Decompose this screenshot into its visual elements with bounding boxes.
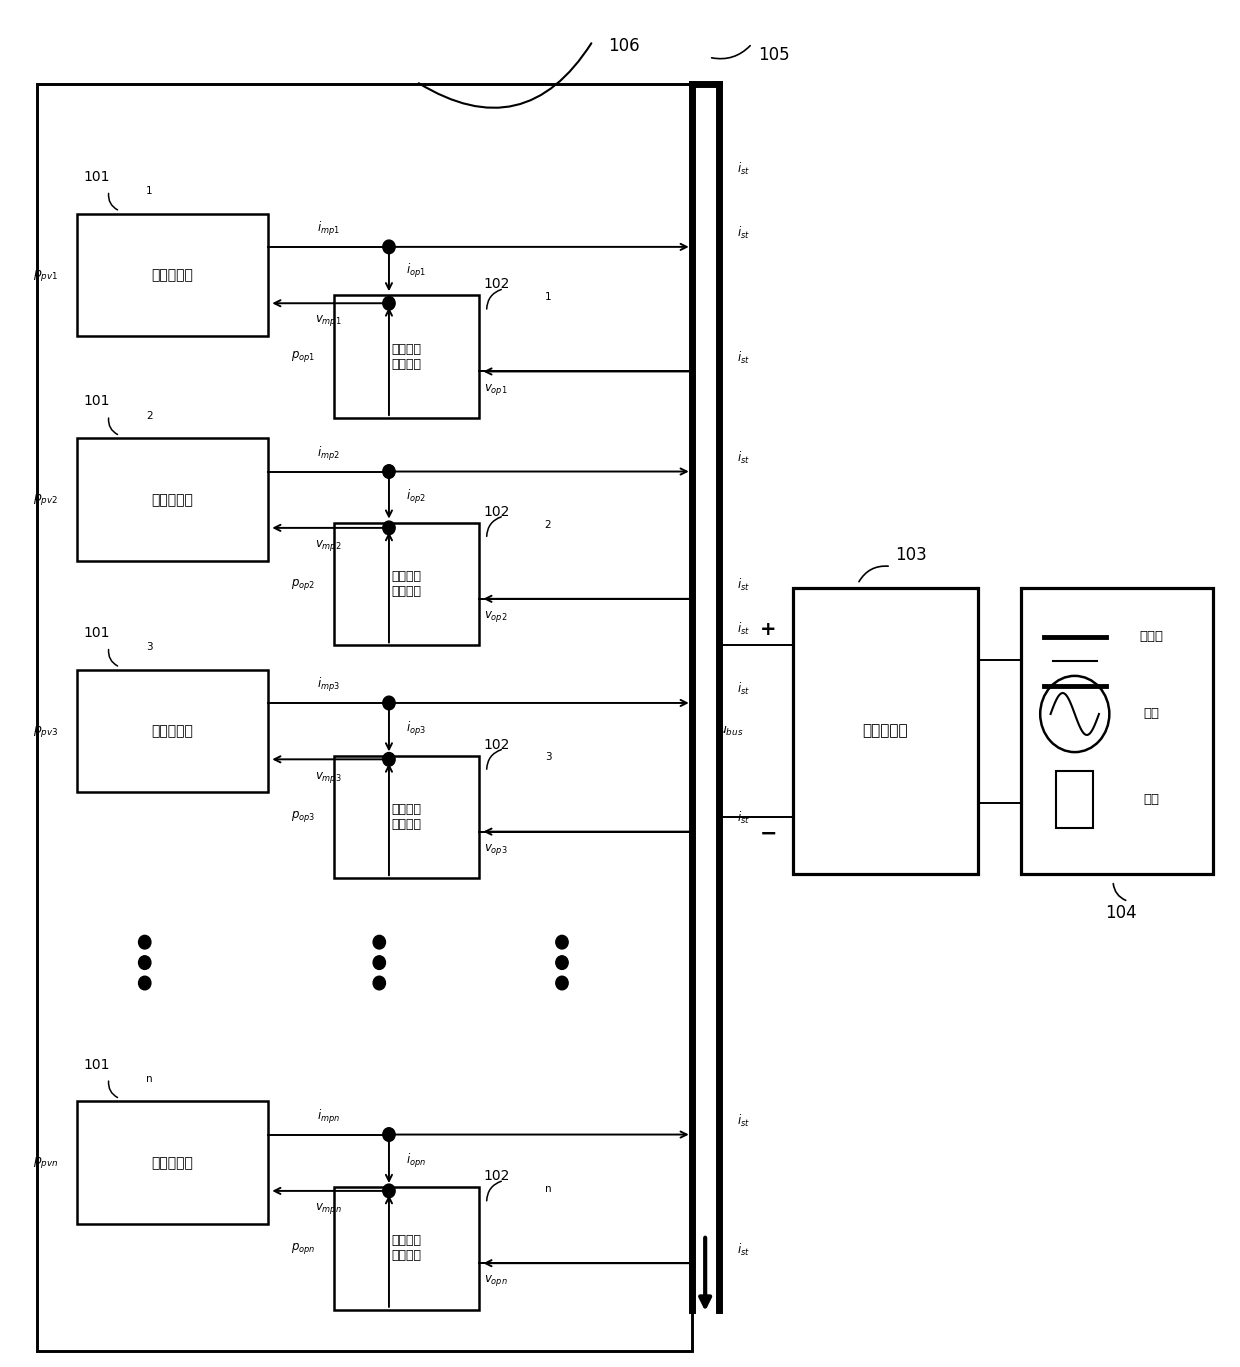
FancyBboxPatch shape (77, 439, 268, 560)
Circle shape (373, 956, 386, 969)
Text: $i_{st}$: $i_{st}$ (738, 577, 750, 593)
Text: 101: 101 (83, 1058, 109, 1072)
Text: 105: 105 (758, 46, 790, 64)
Text: 光伏电池板: 光伏电池板 (151, 492, 193, 507)
Text: $v_{mp2}$: $v_{mp2}$ (315, 539, 342, 554)
Text: 101: 101 (83, 395, 109, 409)
FancyBboxPatch shape (1022, 588, 1213, 874)
FancyBboxPatch shape (334, 756, 480, 878)
FancyBboxPatch shape (334, 295, 480, 418)
Circle shape (556, 956, 568, 969)
Text: $p_{pv3}$: $p_{pv3}$ (32, 723, 58, 738)
Text: $p_{pvn}$: $p_{pvn}$ (32, 1155, 58, 1170)
Text: $i_{st}$: $i_{st}$ (738, 681, 750, 697)
Circle shape (556, 976, 568, 990)
Text: $p_{pv2}$: $p_{pv2}$ (33, 492, 58, 507)
Text: $i_{mp1}$: $i_{mp1}$ (317, 220, 340, 238)
Text: 3: 3 (544, 752, 552, 763)
Circle shape (383, 241, 396, 254)
Circle shape (383, 465, 396, 478)
Text: 串联式光
伏优化器: 串联式光 伏优化器 (392, 802, 422, 831)
FancyBboxPatch shape (77, 670, 268, 793)
Text: $p_{op1}$: $p_{op1}$ (291, 349, 315, 364)
Text: $p_{pv1}$: $p_{pv1}$ (33, 268, 58, 283)
Text: $i_{st}$: $i_{st}$ (738, 811, 750, 826)
Text: n: n (544, 1184, 552, 1193)
Text: $i_{mp2}$: $i_{mp2}$ (317, 444, 340, 463)
Text: 蓄电池: 蓄电池 (1140, 630, 1163, 644)
Text: 光伏电池板: 光伏电池板 (151, 1155, 193, 1170)
Text: $i_{st}$: $i_{st}$ (738, 1241, 750, 1258)
Text: $v_{mp3}$: $v_{mp3}$ (315, 770, 342, 785)
Text: $i_{mp3}$: $i_{mp3}$ (317, 677, 340, 694)
Text: +: + (760, 619, 776, 638)
Text: $i_{st}$: $i_{st}$ (738, 226, 750, 242)
Text: $i_{op3}$: $i_{op3}$ (407, 720, 427, 738)
Text: $i_{opn}$: $i_{opn}$ (407, 1152, 427, 1170)
Circle shape (373, 935, 386, 949)
Circle shape (383, 1128, 396, 1141)
Text: 102: 102 (482, 504, 510, 518)
Text: 串联式光
伏优化器: 串联式光 伏优化器 (392, 1234, 422, 1263)
Circle shape (383, 696, 396, 709)
Text: $i_{op2}$: $i_{op2}$ (407, 488, 427, 506)
Text: 3: 3 (146, 642, 153, 652)
Text: $p_{opn}$: $p_{opn}$ (290, 1241, 315, 1256)
Text: $i_{st}$: $i_{st}$ (738, 350, 750, 366)
Text: 光伏电池板: 光伏电池板 (151, 725, 193, 738)
Text: 2: 2 (146, 410, 153, 421)
Text: 102: 102 (482, 1169, 510, 1184)
Text: 电网: 电网 (1143, 708, 1159, 720)
FancyBboxPatch shape (334, 1187, 480, 1310)
Text: $i_{st}$: $i_{st}$ (738, 1113, 750, 1129)
Text: 负载: 负载 (1143, 793, 1159, 807)
FancyBboxPatch shape (37, 85, 692, 1351)
Text: $i_{st}$: $i_{st}$ (738, 450, 750, 466)
Circle shape (383, 1184, 396, 1197)
Text: $v_{opn}$: $v_{opn}$ (484, 1274, 508, 1289)
FancyBboxPatch shape (792, 588, 978, 874)
Circle shape (383, 297, 396, 310)
Circle shape (556, 935, 568, 949)
Text: 1: 1 (146, 186, 153, 195)
Text: $i_{st}$: $i_{st}$ (738, 621, 750, 637)
Text: $v_{op3}$: $v_{op3}$ (484, 842, 508, 857)
Text: 101: 101 (83, 626, 109, 640)
Text: 102: 102 (482, 278, 510, 291)
Text: $i_{st}$: $i_{st}$ (738, 161, 750, 176)
Text: $v_{mp1}$: $v_{mp1}$ (315, 313, 342, 328)
FancyBboxPatch shape (77, 213, 268, 336)
Text: 106: 106 (608, 37, 640, 55)
Circle shape (383, 521, 396, 534)
FancyBboxPatch shape (1056, 771, 1094, 828)
Circle shape (139, 976, 151, 990)
FancyBboxPatch shape (334, 522, 480, 645)
Text: 1: 1 (544, 293, 552, 302)
Text: 串联式光
伏优化器: 串联式光 伏优化器 (392, 570, 422, 599)
Text: $v_{mpn}$: $v_{mpn}$ (315, 1202, 342, 1217)
Text: 103: 103 (895, 545, 926, 563)
Text: −: − (759, 824, 777, 843)
Text: 串联式光
伏优化器: 串联式光 伏优化器 (392, 343, 422, 370)
Text: 光伏电池板: 光伏电池板 (151, 268, 193, 282)
Text: $p_{op3}$: $p_{op3}$ (291, 809, 315, 824)
Text: 集中变换器: 集中变换器 (863, 723, 908, 738)
Circle shape (373, 976, 386, 990)
Circle shape (139, 956, 151, 969)
Text: $v_{op1}$: $v_{op1}$ (484, 381, 508, 396)
Text: 2: 2 (544, 519, 552, 529)
Text: $i_{mpn}$: $i_{mpn}$ (317, 1107, 340, 1126)
Text: $i_{op1}$: $i_{op1}$ (407, 262, 427, 280)
Text: 104: 104 (1105, 904, 1137, 923)
Text: $p_{op2}$: $p_{op2}$ (291, 577, 315, 592)
Text: n: n (146, 1073, 153, 1084)
Circle shape (383, 752, 396, 766)
Text: 102: 102 (482, 738, 510, 752)
Text: 101: 101 (83, 170, 109, 183)
Text: $v_{op2}$: $v_{op2}$ (484, 610, 508, 623)
FancyBboxPatch shape (77, 1102, 268, 1223)
Circle shape (139, 935, 151, 949)
Text: $u_{bus}$: $u_{bus}$ (718, 725, 744, 738)
